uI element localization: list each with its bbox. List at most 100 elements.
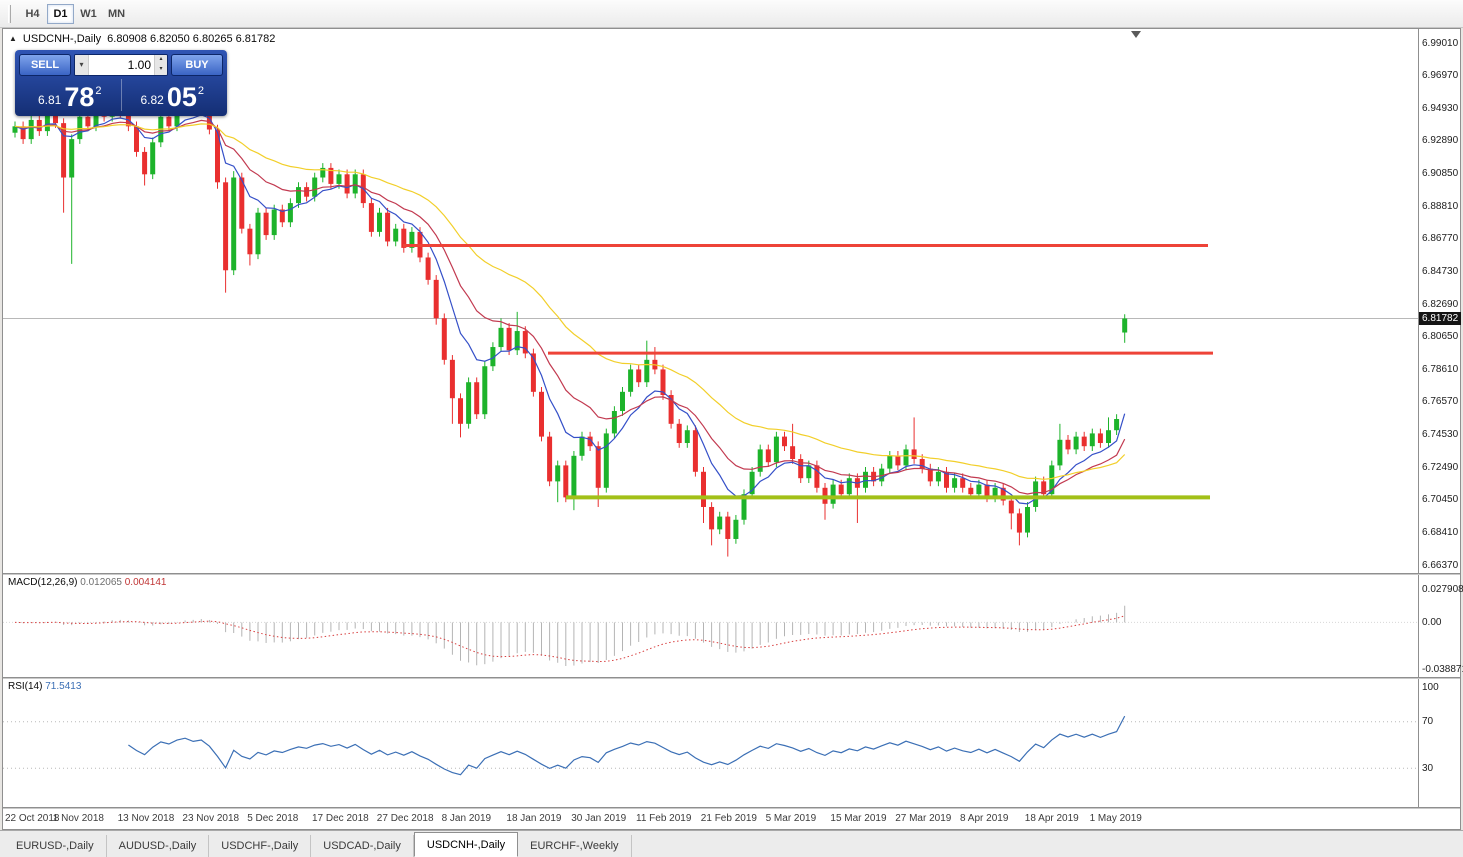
rsi-line [128,715,1126,776]
price-tick-label: 6.94930 [1422,102,1459,114]
rsi-label: RSI(14) 71.5413 [8,681,81,692]
rsi-axis-label: 30 [1422,762,1434,774]
date-label: 30 Jan 2019 [571,813,627,824]
volume-dropdown-icon[interactable]: ▾ [75,55,89,75]
pane-separator[interactable] [3,573,1460,575]
price-tick-label: 6.96970 [1422,70,1459,82]
rsi-value: 71.5413 [45,681,82,692]
buy-price-prefix: 6.82 [140,93,164,107]
volume-down-icon[interactable]: ▾ [155,65,167,75]
date-label: 11 Feb 2019 [636,813,692,824]
rsi-axis-label: 70 [1422,716,1434,728]
timeframe-toolbar: H4 D1 W1 MN [0,0,1463,28]
price-tick-label: 6.70450 [1422,494,1459,506]
buy-price-point: 2 [197,85,205,97]
timeframe-button-w1[interactable]: W1 [75,4,102,24]
chart-tab-eurchf-weekly[interactable]: EURCHF-,Weekly [518,835,632,857]
date-label: 22 Oct 2018 [5,813,60,824]
chart-tab-usdchf-daily[interactable]: USDCHF-,Daily [209,835,312,857]
main-price-pane: ▲ USDCNH-,Daily 6.80908 6.82050 6.80265 … [3,29,1418,573]
macd-chart-canvas[interactable] [3,575,1418,677]
sell-price-prefix: 6.81 [37,93,62,107]
date-label: 23 Nov 2018 [182,813,240,824]
price-tick-label: 6.68410 [1422,526,1459,538]
price-tick-label: 6.82690 [1422,298,1459,310]
date-label: 5 Mar 2019 [765,813,817,824]
price-tick-label: 6.90850 [1422,168,1459,179]
buy-price-display[interactable]: 6.82 05 2 [122,79,224,111]
date-label: 18 Apr 2019 [1024,813,1079,824]
macd-main-value: 0.012065 [80,577,122,588]
macd-name: MACD(12,26,9) [8,577,78,588]
rsi-chart-canvas[interactable] [3,679,1418,807]
buy-button[interactable]: BUY [171,54,223,76]
volume-up-icon[interactable]: ▴ [155,55,167,65]
chart-tab-usdcnh-daily[interactable]: USDCNH-,Daily [413,832,519,857]
horizontal-line-objects [403,243,1213,500]
timeframe-button-d1[interactable]: D1 [47,3,74,24]
price-tick-label: 6.80650 [1422,331,1459,343]
price-chart-canvas[interactable] [3,29,1418,573]
sell-price-display[interactable]: 6.81 78 2 [19,79,122,111]
date-label: 17 Dec 2018 [312,813,369,824]
volume-spinner: ▴ ▾ [154,55,167,75]
toolbar-grip-handle[interactable] [8,4,11,23]
date-label: 18 Jan 2019 [506,813,562,824]
macd-label: MACD(12,26,9) 0.012065 0.004141 [8,577,166,588]
date-label: 15 Mar 2019 [830,813,887,824]
date-label: 27 Dec 2018 [376,813,434,824]
price-tick-label: 6.84730 [1422,265,1459,277]
fast-ma-line [14,114,1126,505]
price-axis[interactable]: 6.81782 6.99010 6.96970 6.94930 6.92890 6.90… [1418,29,1463,809]
candlestick-series [12,91,1128,557]
price-tick-label: 6.66370 [1422,559,1459,571]
sell-button[interactable]: SELL [19,54,71,76]
macd-axis-label: 0.00 [1422,616,1442,628]
rsi-indicator-pane: RSI(14) 71.5413 [3,679,1418,807]
chart-tab-eurusd-daily[interactable]: EURUSD-,Daily [4,835,107,857]
slow-ma-line [14,123,1126,480]
chart-tab-usdcad-daily[interactable]: USDCAD-,Daily [311,835,414,857]
date-label: 21 Feb 2019 [700,813,757,824]
price-tick-label: 6.74530 [1422,429,1459,441]
date-label: 27 Mar 2019 [895,813,952,824]
chart-tab-bar: EURUSD-,Daily AUDUSD-,Daily USDCHF-,Daily U… [0,830,1463,857]
macd-axis-label: 0.027908 [1422,583,1463,595]
time-axis[interactable]: 22 Oct 2018 1 Nov 2018 13 Nov 2018 23 Nov 2… [3,809,1460,829]
moving-averages [14,114,1126,505]
date-label: 8 Jan 2019 [441,813,492,824]
price-tick-label: 6.86770 [1422,233,1459,245]
volume-control: ▾ ▴▾ [74,54,168,76]
macd-histogram [22,605,1126,666]
sell-price-point: 2 [95,85,102,97]
chart-symbol-period: USDCNH-,Daily [22,33,102,45]
price-tick-label: 6.99010 [1422,37,1459,49]
current-price-tag: 6.81782 [1419,311,1461,325]
chart-window: ▲ USDCNH-,Daily 6.80908 6.82050 6.80265 … [2,28,1463,830]
macd-axis-label: -0.038871 [1422,663,1463,675]
timeframe-buttons: H4 D1 W1 MN [19,3,131,24]
price-tick-label: 6.88810 [1422,200,1459,212]
date-label: 8 Apr 2019 [960,813,1009,824]
pane-separator[interactable] [3,677,1460,679]
mid-ma-line [14,119,1126,495]
timeframe-button-mn[interactable]: MN [103,4,130,24]
price-tick-label: 6.72490 [1422,461,1459,473]
chart-tab-audusd-daily[interactable]: AUDUSD-,Daily [107,835,210,857]
volume-input[interactable] [89,55,154,75]
date-label: 1 Nov 2018 [52,813,104,824]
pane-separator[interactable] [3,807,1460,809]
timeframe-button-h4[interactable]: H4 [19,4,46,24]
sell-price-pips: 78 [64,82,95,112]
date-label: 13 Nov 2018 [117,813,175,824]
chart-shift-marker-icon[interactable] [1131,31,1141,38]
one-click-collapse-icon[interactable]: ▲ [9,34,17,43]
buy-price-pips: 05 [166,82,197,112]
rsi-name: RSI(14) [8,681,43,692]
chart-ohlc-values: 6.80908 6.82050 6.80265 6.81782 [107,33,276,45]
macd-indicator-pane: MACD(12,26,9) 0.012065 0.004141 [3,575,1418,677]
price-tick-label: 6.78610 [1422,363,1459,375]
date-label: 5 Dec 2018 [247,813,299,824]
price-tick-label: 6.92890 [1422,135,1459,147]
